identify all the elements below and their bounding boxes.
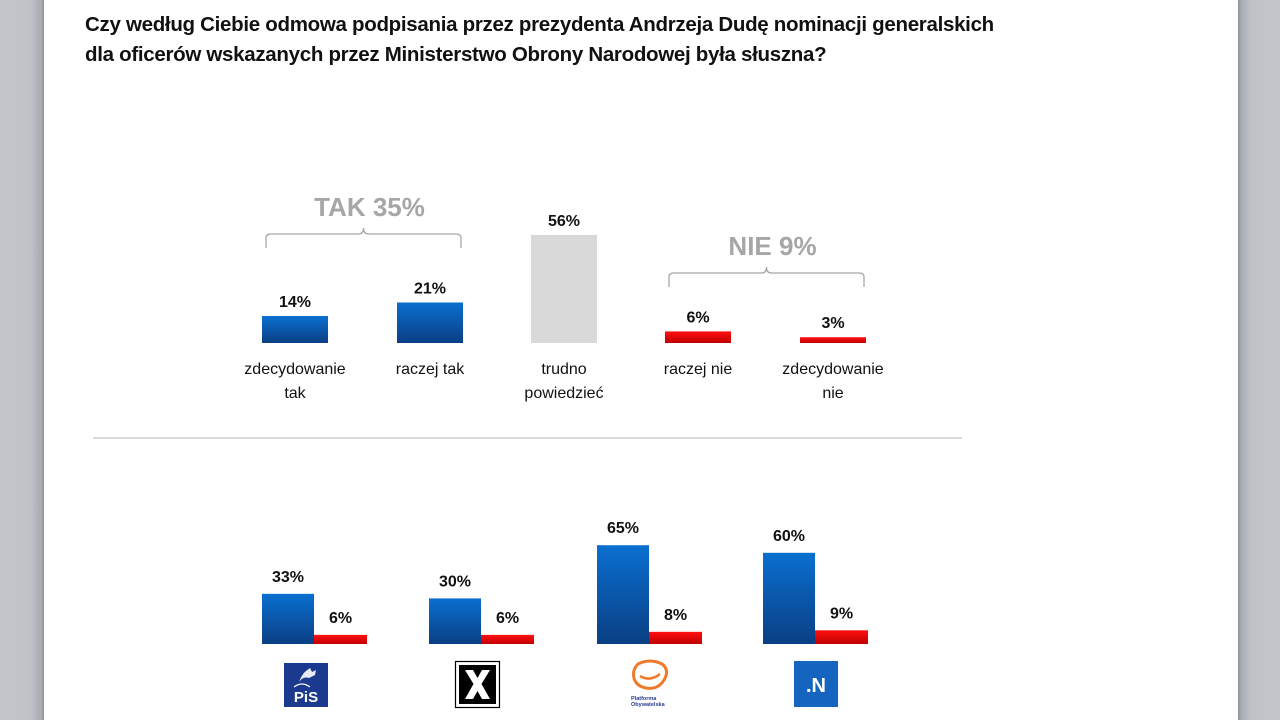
group-brace (668, 266, 865, 287)
nowoczesna-logo-icon: .N (794, 661, 838, 707)
bar-nie-1 (481, 634, 534, 644)
party-chart: 33% 6% 30% 6% 65% 8% 60% 9% (262, 520, 868, 644)
bar-value-label: 6% (496, 610, 519, 627)
category-label: zdecydowanie (782, 361, 884, 378)
bar-tak-0 (262, 593, 314, 644)
pis-logo-icon: PiS (284, 663, 328, 707)
bar-nie-0 (314, 634, 367, 644)
category-label: zdecydowanie (244, 361, 346, 378)
category-label: nie (822, 385, 843, 402)
bar-value-label: 6% (329, 610, 352, 627)
bar-2 (531, 234, 597, 343)
bar-value-label: 9% (830, 605, 853, 622)
slide-title: Czy według Ciebie odmowa podpisania prze… (85, 13, 994, 66)
bar-value-label: 60% (773, 528, 805, 545)
category-label: tak (284, 385, 306, 402)
bar-value-label: 30% (439, 573, 471, 590)
bar-value-label: 21% (414, 280, 446, 297)
bar-1 (397, 302, 463, 343)
bar-value-label: 8% (664, 607, 687, 624)
po-logo-text-2: Obywatelska (631, 702, 666, 708)
bar-nie-2 (649, 631, 702, 644)
bar-value-label: 3% (821, 315, 844, 332)
bar-4 (800, 337, 866, 343)
po-logo-icon: Platforma Obywatelska (631, 659, 669, 708)
category-label: trudno (541, 361, 586, 378)
nowoczesna-logo-text: .N (806, 675, 826, 697)
pis-logo-text: PiS (294, 689, 318, 706)
category-label: powiedzieć (524, 385, 603, 402)
category-label: raczej nie (664, 361, 733, 378)
bar-3 (665, 331, 731, 343)
bar-value-label: 65% (607, 520, 639, 537)
bar-nie-3 (815, 630, 868, 644)
top-chart: 14% zdecydowanie tak 21% raczej tak 56% trudno… (244, 192, 884, 402)
group-brace (265, 227, 462, 248)
bar-value-label: 56% (548, 213, 580, 230)
bar-value-label: 33% (272, 569, 304, 586)
kukiz-logo-icon (454, 660, 501, 709)
bar-tak-1 (429, 598, 481, 644)
bar-0 (262, 315, 328, 343)
group-label: TAK 35% (314, 192, 425, 222)
bar-value-label: 6% (686, 309, 709, 326)
bar-tak-3 (763, 552, 815, 644)
category-label: raczej tak (396, 361, 465, 378)
group-label: NIE 9% (728, 231, 816, 261)
workspace-margin-right (1238, 0, 1280, 720)
bar-tak-2 (597, 545, 649, 644)
po-logo-text-1: Platforma (631, 696, 657, 702)
bar-value-label: 14% (279, 294, 311, 311)
workspace-margin-left (0, 0, 44, 720)
